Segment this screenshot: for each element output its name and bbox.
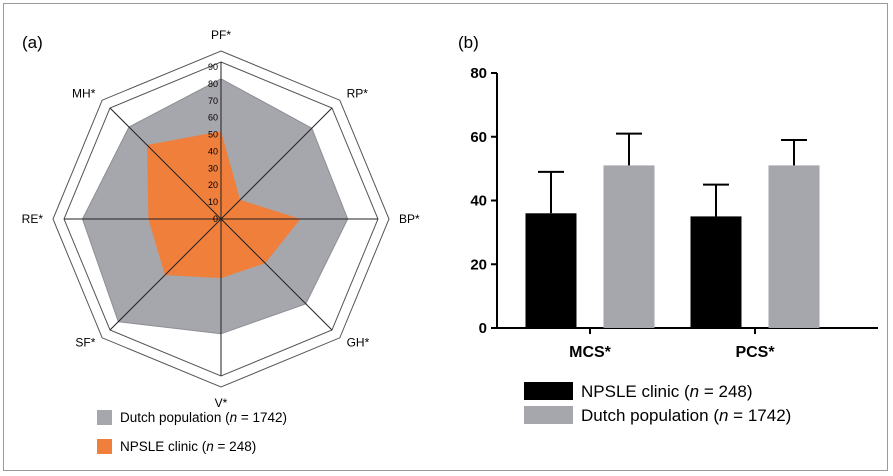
legend-b-text: NPSLE clinic (n = 248) xyxy=(581,382,753,401)
radar-tick-label: 0 xyxy=(213,214,218,224)
bar-y-tick-label: 0 xyxy=(479,320,487,337)
panel-label-b: (b) xyxy=(458,33,479,52)
radar-tick-label: 70 xyxy=(208,96,218,106)
legend-a-swatch xyxy=(97,439,112,454)
legend-a-swatch xyxy=(97,410,112,425)
bar-dutch-population xyxy=(768,165,820,328)
radar-axis-label: RE* xyxy=(22,212,44,226)
bar-y-tick-label: 80 xyxy=(470,65,487,82)
legend-b-swatch xyxy=(524,382,573,400)
radar-tick-label: 80 xyxy=(208,79,218,89)
radar-axis-label: GH* xyxy=(347,336,370,350)
bar-y-tick-label: 60 xyxy=(470,129,487,146)
radar-spoke xyxy=(220,107,333,220)
radar-axis-label: V* xyxy=(215,396,228,410)
legend-b-swatch xyxy=(524,406,573,424)
bar-y-tick-label: 40 xyxy=(470,193,487,210)
radar-tick-label: 50 xyxy=(208,130,218,140)
bar-category-label: PCS* xyxy=(735,344,775,361)
radar-series-npsle-clinic xyxy=(147,131,301,279)
radar-spoke xyxy=(220,218,333,331)
radar-spoke xyxy=(109,107,222,220)
radar-axis-label: BP* xyxy=(399,212,420,226)
radar-tick-label: 30 xyxy=(208,163,218,173)
radar-axis-label: MH* xyxy=(72,86,96,100)
bar-npsle-clinic xyxy=(690,216,742,328)
radar-tick-label: 10 xyxy=(208,197,218,207)
radar-tick-label: 90 xyxy=(208,62,218,72)
figure-border xyxy=(3,3,888,471)
radar-spoke xyxy=(109,218,222,331)
radar-axis-label: PF* xyxy=(211,28,231,42)
radar-tick-label: 40 xyxy=(208,146,218,156)
radar-axis-label: SF* xyxy=(75,336,95,350)
bar-y-tick-label: 20 xyxy=(470,256,487,273)
radar-tick-label: 20 xyxy=(208,180,218,190)
legend-a-text: NPSLE clinic (n = 248) xyxy=(120,439,256,454)
radar-tick-label: 60 xyxy=(208,113,218,123)
panel-label-a: (a) xyxy=(22,33,43,52)
bar-category-label: MCS* xyxy=(569,344,612,361)
bar-dutch-population xyxy=(603,165,655,328)
legend-a-text: Dutch population (n = 1742) xyxy=(120,410,287,425)
legend-b-text: Dutch population (n = 1742) xyxy=(581,406,791,425)
bar-npsle-clinic xyxy=(525,213,577,329)
radar-axis-label: RP* xyxy=(347,86,369,100)
